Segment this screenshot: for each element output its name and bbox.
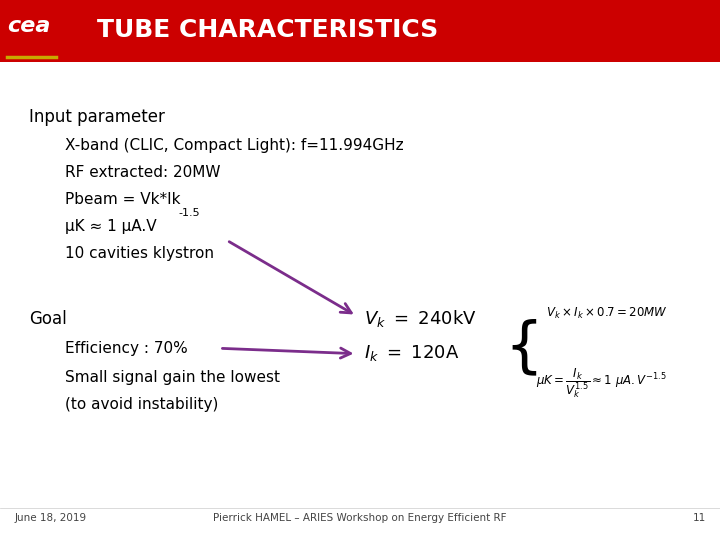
FancyBboxPatch shape [0,0,720,62]
Text: $V_k \times I_k \times 0.7 = 20MW$: $V_k \times I_k \times 0.7 = 20MW$ [546,306,667,321]
Text: $V_k\ =\ 240\mathrm{kV}$: $V_k\ =\ 240\mathrm{kV}$ [364,308,477,329]
Text: 10 cavities klystron: 10 cavities klystron [65,246,214,261]
Text: μK ≈ 1 μA.V: μK ≈ 1 μA.V [65,219,156,234]
Text: Efficiency : 70%: Efficiency : 70% [65,341,187,356]
Text: $I_k\ =\ 120\mathrm{A}$: $I_k\ =\ 120\mathrm{A}$ [364,343,459,363]
Text: RF extracted: 20MW: RF extracted: 20MW [65,165,220,180]
Text: Input parameter: Input parameter [29,108,165,126]
Text: $\mu K = \dfrac{I_k}{V_k^{1.5}} \approx 1\ \mu A.V^{-1.5}$: $\mu K = \dfrac{I_k}{V_k^{1.5}} \approx … [536,367,667,400]
Text: Goal: Goal [29,310,66,328]
Text: Pierrick HAMEL – ARIES Workshop on Energy Efficient RF: Pierrick HAMEL – ARIES Workshop on Energ… [213,512,507,523]
Text: cea: cea [7,16,50,36]
Text: Small signal gain the lowest: Small signal gain the lowest [65,370,280,385]
Text: 11: 11 [693,512,706,523]
Text: (to avoid instability): (to avoid instability) [65,397,218,412]
Text: {: { [504,319,543,378]
Text: Pbeam = Vk*Ik: Pbeam = Vk*Ik [65,192,180,207]
Text: June 18, 2019: June 18, 2019 [14,512,86,523]
FancyArrowPatch shape [222,348,351,358]
FancyArrowPatch shape [229,242,351,313]
Text: TUBE CHARACTERISTICS: TUBE CHARACTERISTICS [97,18,438,42]
Text: X-band (CLIC, Compact Light): f=11.994GHz: X-band (CLIC, Compact Light): f=11.994GH… [65,138,403,153]
Text: -1.5: -1.5 [179,208,200,218]
